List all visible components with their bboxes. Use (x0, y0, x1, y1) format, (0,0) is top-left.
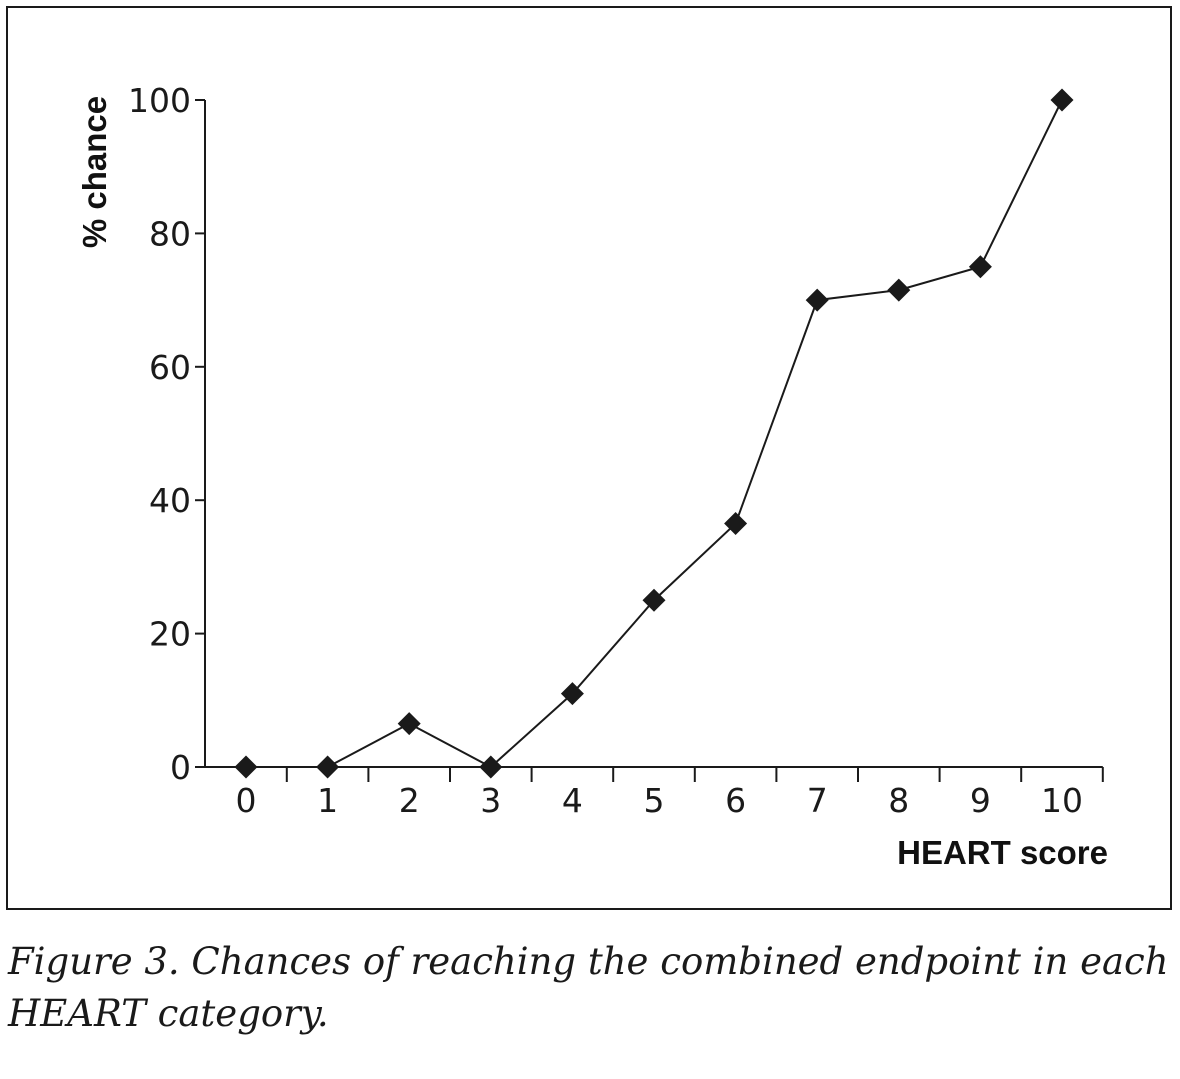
data-point (234, 755, 258, 779)
data-point (479, 755, 503, 779)
x-tick-label: 2 (399, 781, 420, 820)
series-line (246, 99, 1063, 769)
markers-group (234, 88, 1074, 779)
x-tick-label: 6 (725, 781, 746, 820)
data-point (397, 712, 421, 736)
data-point (724, 512, 748, 536)
data-point (1050, 88, 1074, 112)
x-tick-label: 1 (317, 781, 338, 820)
data-point (805, 288, 829, 312)
x-tick-label: 0 (236, 781, 257, 820)
figure-frame (6, 6, 1172, 910)
y-tick-label: 100 (128, 81, 191, 120)
data-point (968, 255, 992, 279)
figure-caption: Figure 3. Chances of reaching the combin… (8, 936, 1176, 1040)
line-chart: 0 20 40 60 80 100 0 1 2 3 4 5 6 7 8 9 10 % chance HEART … (76, 81, 1108, 871)
y-axis-title: % chance (76, 96, 113, 248)
x-tick-label: 7 (807, 781, 828, 820)
x-tick-label: 4 (562, 781, 583, 820)
x-tick-label: 8 (888, 781, 909, 820)
data-point (642, 588, 666, 612)
y-tick-label: 60 (149, 348, 191, 387)
caption-line-1: Figure 3. Chances of reaching the combin… (8, 940, 1169, 983)
y-tick-label: 0 (170, 748, 191, 787)
y-tick-label: 40 (149, 481, 191, 520)
y-tick-label: 80 (149, 214, 191, 253)
x-axis-title: HEART score (897, 834, 1108, 871)
x-tick-label: 3 (480, 781, 501, 820)
data-point (316, 755, 340, 779)
x-tick-label: 9 (970, 781, 991, 820)
y-tick-label: 20 (149, 615, 191, 654)
x-tick-label: 5 (644, 781, 665, 820)
data-point (560, 682, 584, 706)
caption-line-2: HEART category. (8, 992, 329, 1035)
axes: 0 20 40 60 80 100 0 1 2 3 4 5 6 7 8 9 10 (128, 81, 1104, 820)
data-point (887, 278, 911, 302)
x-tick-label: 10 (1041, 781, 1083, 820)
series-line-group (246, 99, 1063, 769)
